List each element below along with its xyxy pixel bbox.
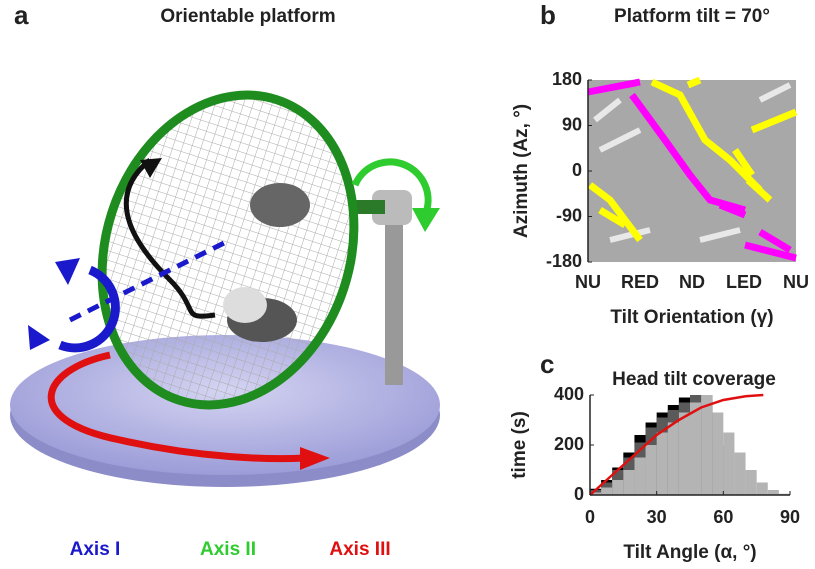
histogram-bar bbox=[634, 458, 645, 496]
y-tick-label: 180 bbox=[552, 69, 582, 89]
axis-label: Axis III bbox=[329, 539, 390, 560]
page: { "panel_a": { "label": "a", "title": "O… bbox=[0, 0, 815, 569]
histogram-bar bbox=[646, 445, 657, 495]
histogram-bar bbox=[612, 480, 623, 495]
axis-label: Axis II bbox=[200, 539, 256, 560]
axis-label: Axis I bbox=[70, 539, 121, 560]
x-tick-label: RED bbox=[621, 272, 659, 292]
x-axis-label: Tilt Orientation (γ) bbox=[610, 307, 773, 328]
histogram-bar bbox=[723, 433, 734, 496]
y-axis-label: time (s) bbox=[509, 411, 530, 479]
x-tick-label: 30 bbox=[647, 507, 667, 527]
chart-title: Platform tilt = 70° bbox=[614, 6, 770, 27]
figure: a Orientable platform Axis I Axis II Axi… bbox=[0, 0, 815, 569]
x-tick-label: NU bbox=[783, 272, 809, 292]
y-tick-label: 0 bbox=[574, 484, 584, 504]
panel-a: a Orientable platform Axis I Axis II Axi… bbox=[10, 0, 440, 560]
panel-label: a bbox=[14, 0, 29, 30]
histogram-bar bbox=[690, 403, 701, 496]
x-tick-label: NU bbox=[575, 272, 601, 292]
y-tick-label: -180 bbox=[546, 251, 582, 271]
y-tick-label: 200 bbox=[554, 434, 584, 454]
histogram-bar bbox=[701, 395, 712, 495]
histogram-bar bbox=[668, 423, 679, 496]
panel-title: Orientable platform bbox=[160, 6, 335, 27]
post bbox=[385, 215, 403, 385]
panel-label: b bbox=[540, 0, 556, 30]
histogram-bar bbox=[757, 483, 768, 496]
histogram-bar bbox=[746, 470, 757, 495]
arrow-head bbox=[412, 208, 440, 232]
histogram-bar bbox=[623, 470, 634, 495]
histogram-bar bbox=[679, 413, 690, 496]
x-axis-label: Tilt Angle (α, °) bbox=[623, 542, 756, 563]
arrow-head bbox=[28, 258, 80, 350]
x-tick-label: 0 bbox=[585, 507, 595, 527]
x-tick-label: ND bbox=[679, 272, 705, 292]
panel-label: c bbox=[540, 349, 554, 379]
histogram-bar bbox=[734, 453, 745, 496]
trajectories bbox=[588, 80, 796, 262]
x-tick-label: 60 bbox=[713, 507, 733, 527]
chart-title: Head tilt coverage bbox=[612, 369, 776, 390]
mouse-head bbox=[250, 183, 310, 227]
histogram-bar bbox=[657, 433, 668, 496]
y-tick-label: 400 bbox=[554, 384, 584, 404]
mouse-belly bbox=[223, 287, 267, 323]
y-axis-label: Azimuth (Az, °) bbox=[511, 104, 532, 238]
y-tick-label: 0 bbox=[572, 160, 582, 180]
y-tick-label: -90 bbox=[556, 205, 582, 225]
x-tick-label: LED bbox=[726, 272, 762, 292]
histogram-bar bbox=[712, 413, 723, 496]
y-tick-label: 90 bbox=[562, 114, 582, 134]
x-tick-label: 90 bbox=[780, 507, 800, 527]
histogram-bar bbox=[601, 488, 612, 496]
